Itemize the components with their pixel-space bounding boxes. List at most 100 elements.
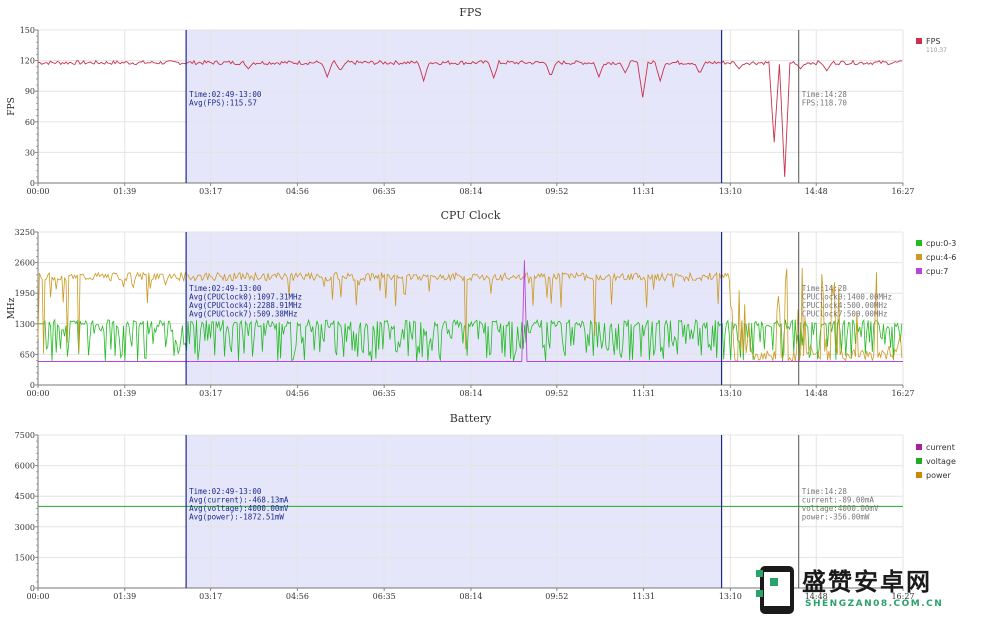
x-tick-label: 00:00	[26, 592, 49, 601]
x-tick-label: 03:17	[199, 389, 222, 398]
legend-label: current	[926, 443, 955, 452]
x-tick-label: 08:14	[459, 187, 482, 196]
selection-annotation: Avg(CPUClock0):1097.31MHz	[189, 293, 302, 302]
y-tick-label: 60	[25, 118, 35, 127]
chart-title: FPS	[459, 6, 482, 19]
selection-annotation: Time:02:49-13:00	[189, 487, 262, 496]
x-tick-label: 06:35	[373, 187, 396, 196]
x-tick-label: 06:35	[373, 389, 396, 398]
phone-screen-icon	[764, 572, 790, 606]
y-tick-label: 1300	[15, 320, 35, 329]
cursor-annotation: Time:14:28	[802, 90, 848, 99]
x-tick-label: 01:39	[113, 187, 136, 196]
selection-region	[186, 435, 722, 588]
y-tick-label: 120	[20, 57, 35, 66]
series-cpu0-3-line	[38, 318, 903, 362]
x-tick-label: 01:39	[113, 389, 136, 398]
selection-annotation: Avg(current):-468.13mA	[189, 496, 289, 505]
y-tick-label: 4500	[15, 492, 35, 501]
watermark: 盛赞安卓网 SHENGZAN08.COM.CN	[756, 566, 942, 614]
selection-annotation: Avg(FPS):115.57	[189, 99, 257, 108]
legend-label: FPS	[926, 37, 941, 46]
x-tick-label: 11:31	[632, 187, 655, 196]
y-tick-label: 650	[20, 350, 35, 359]
y-tick-label: 90	[25, 87, 35, 96]
x-tick-label: 06:35	[373, 592, 396, 601]
y-tick-label: 0	[30, 381, 35, 390]
series-cpu4-6-line	[37, 267, 903, 363]
legend-label: cpu:0-3	[926, 239, 956, 248]
panel-2: CPU Clock 0 650 1300 1950 2600 3250 00:00 01:39 0…	[7, 209, 956, 398]
x-tick-label: 04:56	[286, 592, 309, 601]
x-tick-label: 00:00	[26, 389, 49, 398]
x-tick-label: 13:10	[719, 389, 742, 398]
x-tick-label: 09:52	[545, 592, 568, 601]
y-axis-label: FPS	[7, 97, 17, 115]
x-tick-label: 09:52	[545, 187, 568, 196]
x-tick-label: 13:10	[719, 592, 742, 601]
x-tick-label: 16:27	[891, 187, 914, 196]
series-cpu7-line	[38, 260, 903, 362]
watermark-title: 盛赞安卓网	[802, 568, 932, 596]
y-tick-label: 3250	[15, 228, 35, 237]
selection-annotation: Avg(voltage):4000.00mV	[189, 504, 289, 513]
y-tick-label: 1950	[15, 289, 35, 298]
x-tick-label: 14:48	[805, 389, 828, 398]
cursor-annotation: power:-356.00mW	[802, 513, 870, 522]
legend-swatch	[916, 268, 922, 274]
selection-annotation: Avg(power):-1872.51mW	[189, 513, 284, 522]
y-tick-label: 30	[25, 148, 35, 157]
selection-annotation: Avg(CPUClock7):509.38MHz	[189, 310, 297, 319]
cursor-annotation: CPUClock7:500.00MHz	[802, 310, 888, 319]
cursor-annotation: FPS:118.70	[802, 99, 848, 108]
selection-annotation: Avg(CPUClock4):2288.91MHz	[189, 301, 302, 310]
series-fps-line	[37, 59, 903, 177]
chart-title: Battery	[450, 412, 492, 425]
x-tick-label: 03:17	[199, 592, 222, 601]
logo-square-icon	[756, 590, 763, 597]
x-tick-label: 00:00	[26, 187, 49, 196]
x-tick-label: 11:31	[632, 389, 655, 398]
series-group	[37, 260, 903, 363]
y-tick-label: 150	[20, 26, 35, 35]
x-tick-label: 16:27	[891, 592, 914, 601]
x-tick-label: 14:48	[805, 187, 828, 196]
y-axis-label: MHz	[7, 297, 17, 319]
x-tick-label: 08:14	[459, 592, 482, 601]
x-tick-label: 09:52	[545, 389, 568, 398]
legend-label: power	[926, 471, 951, 480]
legend-label: cpu:7	[926, 267, 948, 276]
y-tick-label: 3000	[15, 523, 35, 532]
legend-label: voltage	[926, 457, 956, 466]
cursor-annotation: voltage:4000.00mV	[802, 504, 879, 513]
y-tick-label: 6000	[15, 462, 35, 471]
legend-label: cpu:4-6	[926, 253, 956, 262]
x-tick-label: 01:39	[113, 592, 136, 601]
chart-title: CPU Clock	[441, 209, 501, 222]
cursor-annotation: Time:14:28	[802, 487, 848, 496]
x-tick-label: 04:56	[286, 389, 309, 398]
selection-region	[186, 30, 722, 183]
x-tick-label: 03:17	[199, 187, 222, 196]
legend-swatch	[916, 240, 922, 246]
series-group	[37, 59, 903, 177]
cursor-annotation: current:-89.00mA	[802, 496, 875, 505]
selection-annotation: Time:02:49-13:00	[189, 90, 262, 99]
x-tick-label: 16:27	[891, 389, 914, 398]
legend-swatch	[916, 458, 922, 464]
legend-subvalue: 110.37	[926, 47, 947, 54]
selection-annotation: Time:02:49-13:00	[189, 284, 262, 293]
cursor-annotation: CPUClock0:1400.00MHz	[802, 293, 892, 302]
x-tick-label: 08:14	[459, 389, 482, 398]
legend-swatch	[916, 254, 922, 260]
y-tick-label: 0	[30, 584, 35, 593]
legend-swatch	[916, 38, 922, 44]
legend-swatch	[916, 472, 922, 478]
cursor-annotation: Time:14:28	[802, 284, 848, 293]
y-tick-label: 0	[30, 179, 35, 188]
y-tick-label: 2600	[15, 259, 35, 268]
panel-3: Battery 0 1500 3000 4500 6000 7500 00:00 01:39 03…	[15, 412, 956, 601]
legend-swatch	[916, 444, 922, 450]
y-tick-label: 1500	[15, 553, 35, 562]
